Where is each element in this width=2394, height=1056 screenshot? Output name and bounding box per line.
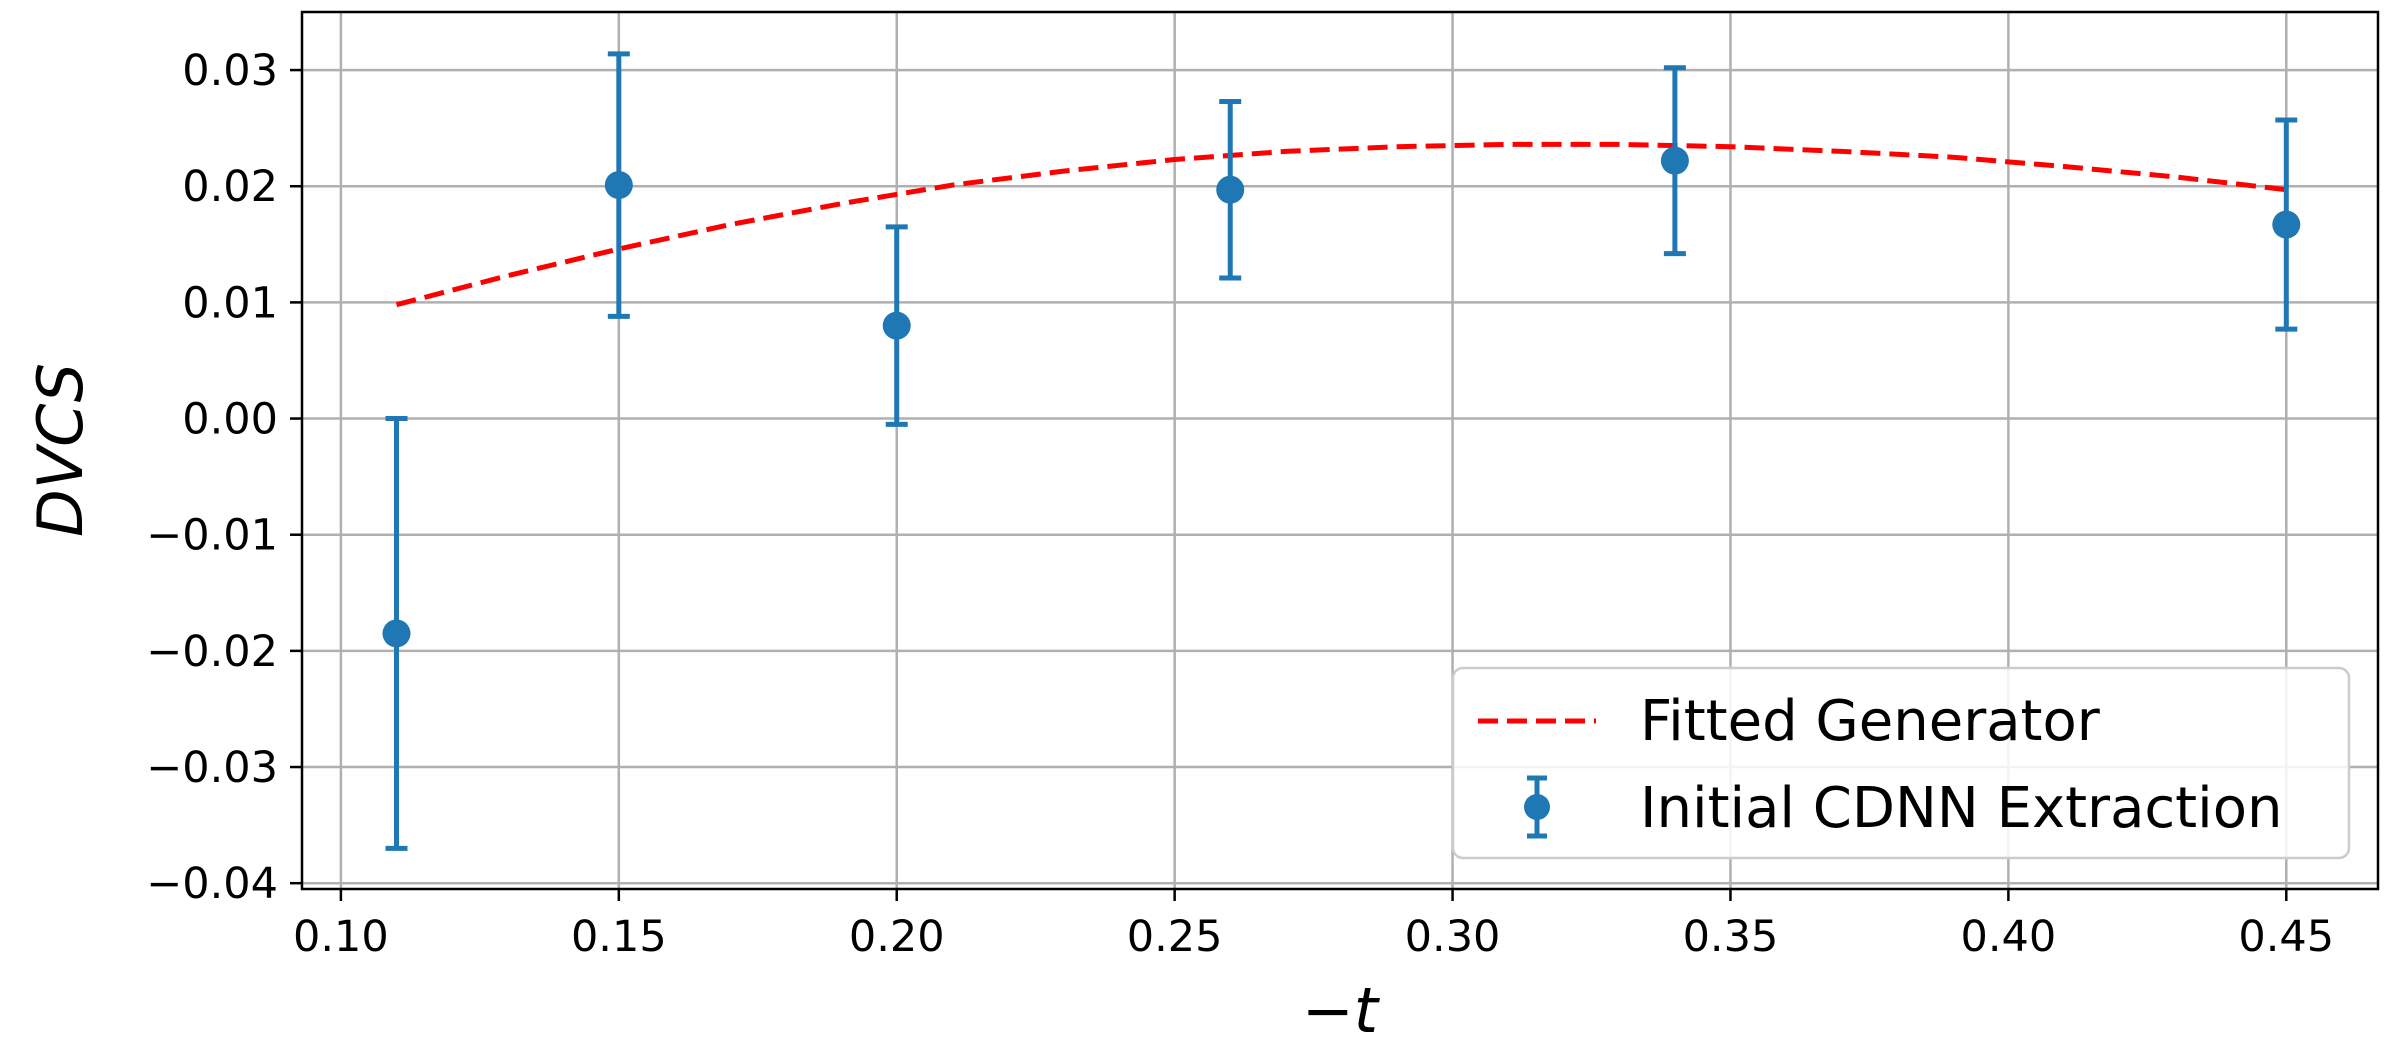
fitted-generator-line [395, 141, 2287, 308]
x-tick-label: 0.10 [293, 912, 389, 962]
legend-errorbar-swatch [1524, 775, 1550, 839]
x-tick-label: 0.40 [1961, 912, 2057, 962]
data-point-2 [882, 224, 911, 427]
x-tick-label: 0.15 [571, 912, 667, 962]
y-tick-label: −0.01 [146, 511, 278, 561]
legend: Fitted Generator Initial CDNN Extraction [1451, 666, 2351, 860]
data-point-1 [604, 51, 633, 319]
legend-label-initial-cdnn-extraction: Initial CDNN Extraction [1640, 776, 2282, 841]
ticks: 0.10 0.15 0.20 0.25 0.30 0.35 0.40 0.45 −0.04 −0.… [146, 46, 2334, 962]
y-tick-label: −0.03 [146, 743, 278, 793]
data-marker [882, 311, 911, 340]
data-point-5 [2272, 117, 2301, 332]
y-tick-label: −0.02 [146, 627, 278, 677]
y-tick-label: 0.03 [182, 46, 278, 96]
data-marker [604, 171, 633, 200]
legend-box [1451, 666, 2351, 860]
plot-frame [300, 10, 2380, 891]
series-layer [382, 51, 2301, 851]
y-tick-label: 0.02 [182, 162, 278, 212]
data-point-0 [382, 416, 411, 851]
y-tick-label: −0.04 [146, 859, 278, 909]
y-tick-label: 0.01 [182, 278, 278, 328]
x-tick-label: 0.45 [2238, 912, 2334, 962]
data-marker [1216, 175, 1245, 204]
x-tick-label: 0.20 [849, 912, 945, 962]
x-tick-label: 0.25 [1127, 912, 1223, 962]
y-tick-label: 0.00 [182, 395, 278, 445]
x-tick-label: 0.30 [1405, 912, 1501, 962]
y-axis-label: DVCS [24, 363, 97, 537]
x-tick-label: 0.35 [1683, 912, 1779, 962]
data-marker [382, 619, 411, 648]
data-marker [1660, 146, 1689, 175]
legend-label-fitted-generator: Fitted Generator [1640, 689, 2101, 754]
data-point-3 [1216, 98, 1245, 281]
x-axis-label: −t [1302, 974, 1381, 1047]
data-marker [2272, 210, 2301, 239]
data-point-4 [1660, 65, 1689, 257]
